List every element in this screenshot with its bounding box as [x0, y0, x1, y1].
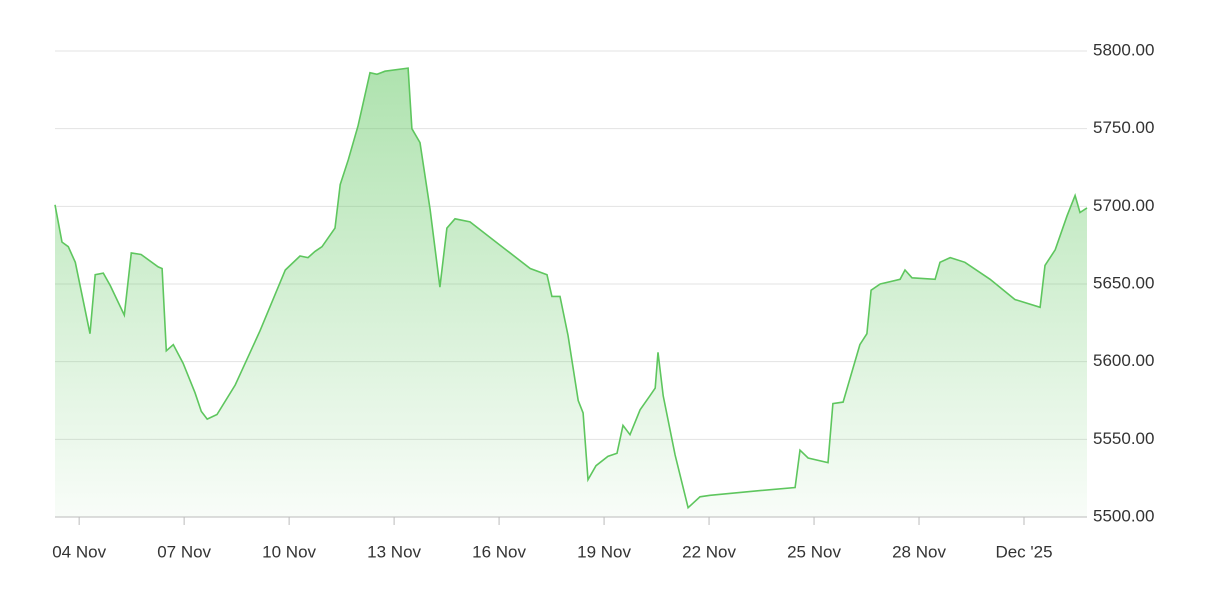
x-tick-label: 28 Nov [892, 542, 946, 561]
x-tick-label: 10 Nov [262, 542, 316, 561]
line [54, 67, 1088, 510]
y-tick-label: 5550.00 [1093, 429, 1154, 448]
y-tick-label: 5600.00 [1093, 351, 1154, 370]
y-tick-label: 5500.00 [1093, 506, 1154, 525]
area [55, 68, 1087, 517]
x-tick-label: 19 Nov [577, 542, 631, 561]
x-tick-label: 13 Nov [367, 542, 421, 561]
y-tick-label: 5700.00 [1093, 196, 1154, 215]
x-tick-label: 07 Nov [157, 542, 211, 561]
y-tick-label: 5750.00 [1093, 118, 1154, 137]
y-tick-label: 5800.00 [1093, 40, 1154, 59]
x-tick-label: 04 Nov [52, 542, 106, 561]
x-tick-label: Dec '25 [995, 542, 1052, 561]
y-tick-label: 5650.00 [1093, 273, 1154, 292]
x-tick-label: 16 Nov [472, 542, 526, 561]
x-tick-label: 22 Nov [682, 542, 736, 561]
x-tick-label: 25 Nov [787, 542, 841, 561]
